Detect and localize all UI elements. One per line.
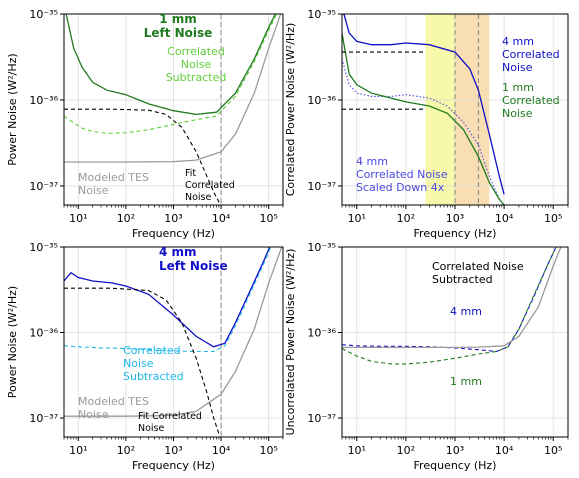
x-tick-label: 10¹ xyxy=(348,212,366,225)
chart-panel-bottom-left: 10¹ 10² 10³ 10⁴ 10⁵ 10⁻³⁷ 10⁻³⁶ 10⁻³⁵ Frequency … xyxy=(6,241,284,472)
x-tick-label: 10¹ xyxy=(69,212,87,225)
x-tick-label: 10³ xyxy=(446,444,464,457)
annotation-label: Correlated xyxy=(502,94,560,107)
annotation-label: Subtracted xyxy=(432,273,493,286)
y-tick-label: 10⁻³⁷ xyxy=(29,412,58,425)
series-line-2 xyxy=(64,14,282,163)
annotation-label: Left Noise xyxy=(159,259,228,273)
x-tick-label: 10¹ xyxy=(69,444,87,457)
annotation-label: Correlated Noise xyxy=(356,168,448,181)
annotation-label: Correlated xyxy=(185,180,235,191)
annotation-label: Left Noise xyxy=(144,26,213,40)
y-tick-label: 10⁻³⁶ xyxy=(29,327,58,340)
annotation-label: 1 mm xyxy=(450,375,482,388)
series-line-2 xyxy=(342,247,562,349)
x-tick-label: 10² xyxy=(397,444,415,457)
annotation-label: Noise xyxy=(78,408,109,421)
y-tick-label: 10⁻³⁶ xyxy=(307,327,336,340)
y-tick-label: 10⁻³⁷ xyxy=(29,180,58,193)
series-line-1 xyxy=(64,247,272,353)
chart-panel-top-left: 10¹ 10² 10³ 10⁴ 10⁵ 10⁻³⁷ 10⁻³⁶ 10⁻³⁵ Frequency … xyxy=(6,8,284,240)
y-tick-label: 10⁻³⁵ xyxy=(29,241,58,254)
series-line-0 xyxy=(343,14,505,195)
annotation-label: Noise xyxy=(502,61,533,74)
annotation-label: 4 mm xyxy=(502,35,534,48)
y-axis-label: Uncorrelated Power Noise (W²/Hz) xyxy=(284,249,297,436)
series-line-0 xyxy=(342,247,557,353)
frequency-band xyxy=(455,14,490,205)
y-tick-label: 10⁻³⁷ xyxy=(307,180,336,193)
annotation-label: Noise xyxy=(181,58,212,71)
y-tick-label: 10⁻³⁷ xyxy=(307,412,336,425)
x-tick-label: 10³ xyxy=(446,212,464,225)
x-tick-label: 10³ xyxy=(164,212,182,225)
annotation-label: 4 mm xyxy=(450,305,482,318)
annotation-label: 1 mm xyxy=(159,12,197,26)
x-tick-label: 10⁴ xyxy=(495,212,514,225)
series-group xyxy=(342,247,562,365)
x-tick-label: 10⁴ xyxy=(495,444,514,457)
x-axis-label: Frequency (Hz) xyxy=(132,459,215,472)
annotation-label: Noise xyxy=(123,357,154,370)
annotation-label: Noise xyxy=(502,107,533,120)
annotation-label: Fit xyxy=(185,168,196,179)
frequency-band xyxy=(425,14,455,205)
y-tick-label: 10⁻³⁶ xyxy=(29,94,58,107)
x-axis-label: Frequency (Hz) xyxy=(414,227,497,240)
x-tick-label: 10² xyxy=(117,444,135,457)
annotation-label: Noise xyxy=(138,423,165,434)
y-tick-label: 10⁻³⁵ xyxy=(307,8,336,21)
annotation-label: Correlated xyxy=(502,48,560,61)
annotation-label: 1 mm xyxy=(502,81,534,94)
annotation-label: Correlated xyxy=(123,344,181,357)
annotation-label: Scaled Down 4x xyxy=(356,181,445,194)
series-line-3 xyxy=(64,108,222,205)
y-tick-label: 10⁻³⁵ xyxy=(29,8,58,21)
series-line-2 xyxy=(342,32,505,205)
x-tick-label: 10⁴ xyxy=(212,444,231,457)
y-axis-label: Correlated Power Noise (W²/Hz) xyxy=(284,23,297,197)
y-axis-label: Power Noise (W²/Hz) xyxy=(6,286,19,398)
x-axis-label: Frequency (Hz) xyxy=(414,459,497,472)
annotation-label: Subtracted xyxy=(123,370,184,383)
x-tick-label: 10² xyxy=(117,212,135,225)
series-line-1 xyxy=(342,247,557,365)
x-tick-label: 10⁵ xyxy=(259,212,277,225)
y-tick-label: 10⁻³⁶ xyxy=(307,94,336,107)
annotation-label: Correlated xyxy=(167,45,225,58)
x-tick-label: 10⁵ xyxy=(544,212,562,225)
annotation-label: 4 mm xyxy=(356,155,388,168)
annotation-label: Subtracted xyxy=(166,71,227,84)
annotation-label: Noise xyxy=(78,184,109,197)
y-axis-label: Power Noise (W²/Hz) xyxy=(6,53,19,165)
annotation-label: Modeled TES xyxy=(78,395,149,408)
series-line-1 xyxy=(64,14,278,134)
annotation-label: Correlated Noise xyxy=(432,260,524,273)
series-line-1 xyxy=(342,58,500,200)
annotation-label: Noise xyxy=(185,192,212,203)
x-tick-label: 10⁵ xyxy=(544,444,562,457)
annotation-label: 4 mm xyxy=(159,245,197,259)
chart-panel-top-right: 10¹ 10² 10³ 10⁴ 10⁵ 10⁻³⁷ 10⁻³⁶ 10⁻³⁵ Frequency … xyxy=(284,8,569,240)
x-tick-label: 10³ xyxy=(164,444,182,457)
series-group xyxy=(342,14,505,205)
annotation-label: Modeled TES xyxy=(78,171,149,184)
y-tick-label: 10⁻³⁵ xyxy=(307,241,336,254)
series-line-0 xyxy=(65,14,277,116)
series-line-2 xyxy=(64,247,283,417)
series-line-3 xyxy=(64,287,220,435)
x-tick-label: 10² xyxy=(397,212,415,225)
x-tick-label: 10⁴ xyxy=(212,212,231,225)
series-group xyxy=(64,14,282,205)
series-group xyxy=(64,247,283,435)
chart-panel-bottom-right: 10¹ 10² 10³ 10⁴ 10⁵ 10⁻³⁷ 10⁻³⁶ 10⁻³⁵ Frequency … xyxy=(284,241,569,472)
annotation-label: Fit Correlated xyxy=(138,411,202,422)
x-tick-label: 10⁵ xyxy=(259,444,277,457)
x-axis-label: Frequency (Hz) xyxy=(132,227,215,240)
x-tick-label: 10¹ xyxy=(348,444,366,457)
series-line-0 xyxy=(64,247,271,348)
